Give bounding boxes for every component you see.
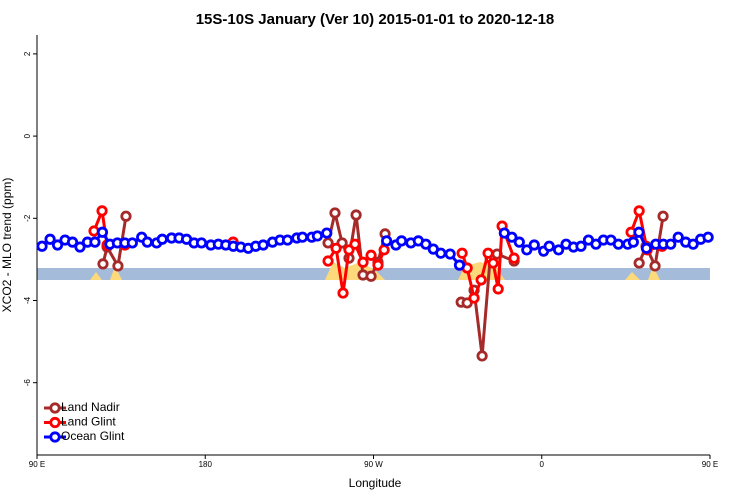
legend-marker (49, 416, 61, 429)
point (476, 350, 488, 362)
point (96, 226, 109, 238)
point (322, 237, 334, 249)
point (506, 231, 518, 243)
point (702, 231, 714, 243)
point (627, 236, 639, 248)
point (51, 239, 64, 251)
legend-label: Land Glint (61, 415, 116, 429)
point (649, 260, 661, 272)
point (513, 236, 525, 248)
point (195, 237, 208, 249)
point (521, 244, 533, 256)
point (141, 236, 153, 248)
point (380, 235, 393, 247)
x-tick-label: 90 E (29, 460, 45, 469)
point (444, 248, 456, 260)
point (657, 210, 669, 222)
point (612, 238, 624, 250)
point (66, 236, 79, 248)
point (633, 226, 645, 238)
legend-label: Ocean Glint (61, 429, 125, 443)
point (453, 259, 466, 271)
point (456, 247, 468, 259)
x-tick-label: 90 E (702, 460, 718, 469)
point (633, 205, 645, 217)
x-axis-label: Longitude (349, 476, 402, 490)
y-tick-label: 2 (23, 51, 32, 56)
point (126, 237, 138, 249)
point (311, 230, 324, 242)
point (112, 260, 124, 272)
point (337, 287, 349, 299)
legend-marker (49, 431, 61, 443)
point (372, 259, 384, 271)
y-tick-label: -4 (23, 296, 32, 304)
point (44, 233, 56, 245)
point (322, 255, 334, 267)
point (296, 231, 309, 243)
point (492, 283, 504, 295)
point (435, 247, 447, 259)
point (665, 238, 677, 250)
point (687, 238, 699, 250)
point (528, 239, 540, 251)
point (395, 235, 408, 247)
x-tick-label: 0 (540, 460, 545, 469)
point (552, 244, 565, 256)
point (281, 234, 294, 246)
point (36, 240, 48, 252)
point (89, 236, 101, 248)
y-tick-label: -6 (23, 379, 32, 387)
point (88, 225, 100, 237)
point (120, 210, 132, 222)
x-tick-label: 180 (199, 460, 213, 469)
point (378, 244, 390, 256)
point (672, 231, 684, 243)
y-tick-label: -2 (23, 214, 32, 222)
point (487, 257, 499, 269)
point (156, 233, 168, 245)
legend-label: Land Nadir (61, 400, 120, 414)
series-line (92, 205, 663, 304)
point (640, 242, 653, 254)
y-axis-label: XCO2 - MLO trend (ppm) (0, 178, 14, 313)
legend-marker (49, 402, 61, 414)
x-tick-label: 90 W (364, 460, 383, 469)
point (350, 209, 362, 221)
point (349, 238, 361, 250)
point (508, 252, 520, 264)
point (633, 257, 645, 269)
point (329, 207, 341, 219)
chart-title: 15S-10S January (Ver 10) 2015-01-01 to 2… (196, 11, 555, 28)
point (365, 249, 377, 261)
point (420, 238, 432, 250)
point (357, 256, 369, 268)
point (475, 274, 487, 286)
point (74, 241, 86, 253)
y-tick-label: 0 (23, 133, 32, 138)
point (321, 227, 333, 239)
point (330, 242, 342, 254)
point (96, 205, 108, 217)
point (468, 292, 480, 304)
point (257, 239, 269, 251)
point (543, 240, 555, 252)
point (482, 247, 494, 259)
point (97, 258, 109, 270)
point (575, 240, 587, 252)
point (365, 270, 377, 282)
